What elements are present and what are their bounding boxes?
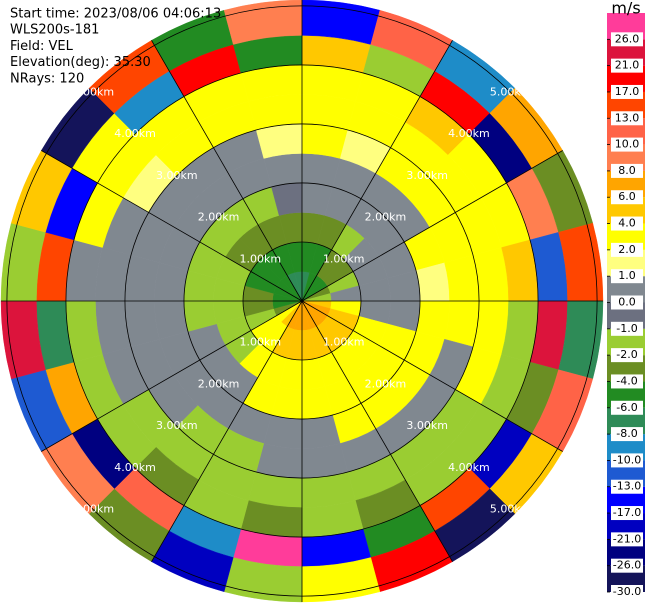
colorbar-tick-label: 21.0 [615,59,640,72]
colorbar-tick-label: 13.0 [615,111,640,124]
colorbar-label-box [611,427,643,442]
range-label: 3.00km [156,419,198,432]
gate [301,123,349,159]
azimuth-grid-line [301,150,563,302]
colorbar-label-box [611,532,643,547]
range-label: 5.00km [490,503,532,516]
grid [1,0,603,602]
azimuth-grid-line [301,40,453,302]
azimuth-grid-line [301,300,563,452]
gate [444,254,480,302]
colorbar-tick-label: -13.0 [613,480,641,493]
header-line: Start time: 2023/08/06 04:06:13 [10,7,221,22]
colorbar-tick-label: -1.0 [616,322,637,335]
range-label: 2.00km [365,377,407,390]
gate [255,123,303,159]
colorbar-tick-label: -26.0 [613,559,641,572]
gate [124,254,160,302]
range-label: 4.00km [448,127,490,140]
range-ring [183,182,421,420]
colorbar-tick-label: -10.0 [613,453,641,466]
header-line: Field: VEL [10,39,74,54]
range-ring [6,5,598,597]
azimuth-grid-line [41,150,303,302]
colorbar-label-box [611,216,643,231]
range-label: 3.00km [156,169,198,182]
colorbar-label-box [611,374,643,389]
colorbar-label-box [611,400,643,415]
colorbar-label-box [611,348,643,363]
colorbar-tick-label: -4.0 [616,374,637,387]
colorbar-label-box [611,321,643,336]
range-label: 3.00km [406,169,448,182]
range-label: 1.00km [239,252,281,265]
colorbar-label-box [611,242,643,257]
range-ring [124,123,480,479]
range-label: 2.00km [365,211,407,224]
colorbar-tick-label: 0.0 [618,296,636,309]
range-label: 5.00km [73,503,115,516]
header-line: NRays: 120 [10,71,84,86]
colorbar-label-box [611,163,643,178]
gate [444,300,480,348]
azimuth-grid-line [41,300,303,452]
colorbar-label-box [611,506,643,521]
range-label: 1.00km [323,252,365,265]
header-line: WLS200s-181 [10,23,99,38]
colorbar-tick-label: 2.0 [618,243,636,256]
colorbar-label-box [611,32,643,47]
colorbar-label-box [611,190,643,205]
colorbar-label-box [611,84,643,99]
colorbar-tick-label: 6.0 [618,190,636,203]
range-label: 5.00km [73,85,115,98]
colorbar-tick-label: 17.0 [615,85,640,98]
colorbar-tick-label: 8.0 [618,164,636,177]
colorbar-label-box [611,585,643,599]
colorbar-tick-label: -17.0 [613,506,641,519]
colorbar-tick-label: -30.0 [613,585,641,598]
colorbar-label: m/s [611,0,640,18]
range-label: 5.00km [490,85,532,98]
header-line: Elevation(deg): 35.30 [10,55,151,70]
range-ring [65,64,539,538]
range-label: 1.00km [239,336,281,349]
colorbar-label-box [611,558,643,573]
range-label: 4.00km [448,461,490,474]
gate [255,443,303,479]
gate [301,443,349,479]
colorbar-label-box [611,453,643,468]
range-label: 4.00km [114,461,156,474]
range-label: 1.00km [323,336,365,349]
range-label: 2.00km [198,377,240,390]
colorbar-tick-label: 1.0 [618,269,636,282]
azimuth-grid-line [151,300,303,562]
colorbar-label-box [611,295,643,310]
colorbar-tick-label: -8.0 [616,427,637,440]
colorbar-label-box [611,269,643,284]
colorbar-label-box [611,58,643,73]
range-ring [242,241,362,361]
colorbar-tick-label: -21.0 [613,532,641,545]
colorbar-tick-label: 4.0 [618,217,636,230]
range-label: 3.00km [406,419,448,432]
range-label: 4.00km [114,127,156,140]
labels: 1.00km 1.00km 1.00km 1.00km 2.00km 2.00km 2.00… [10,7,531,516]
gate [124,300,160,348]
colorbar-tick-label: 26.0 [615,32,640,45]
colorbar-label-box [611,111,643,126]
colorbar-label-box [611,479,643,494]
colorbar-tick-label: -2.0 [616,348,637,361]
azimuth-grid-line [151,40,303,302]
gates [0,0,604,603]
colorbar-tick-label: -6.0 [616,401,637,414]
azimuth-grid-line [301,300,453,562]
colorbar-tick-label: 10.0 [615,138,640,151]
colorbar: m/s 26.0 21.0 17.0 13.0 10.0 8.0 6.0 4.0 2.0 1.0 0.… [607,0,645,599]
colorbar-label-box [611,137,643,152]
range-label: 2.00km [198,211,240,224]
